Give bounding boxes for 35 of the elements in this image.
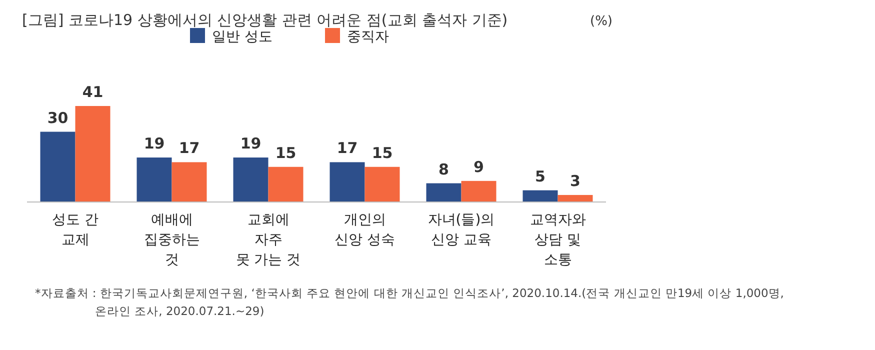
data-label: 41 (82, 83, 104, 101)
x-tick-label: 교역자와 상담 및 소통 (530, 212, 586, 268)
data-label: 30 (47, 108, 68, 127)
legend-label: 일반 성도 (212, 29, 272, 45)
data-label: 15 (275, 144, 296, 162)
x-tick-label: 예배에 집중하는 것 (144, 212, 200, 268)
bar (268, 166, 304, 202)
bar (558, 194, 593, 202)
x-tick-label: 교회에 자주 못 가는 것 (236, 212, 301, 268)
data-label: 9 (474, 158, 484, 176)
data-label: 15 (372, 144, 393, 162)
data-label: 19 (144, 134, 165, 153)
bar (461, 180, 496, 202)
data-label: 5 (535, 167, 546, 186)
bar (330, 162, 365, 202)
text: *자료출처 : 한국기독교사회문제연구원, ‘한국사회 주요 현안에 대한 개신교인 인식조사’, 2020.10.14.(전국 개신교인 만19세 이상 1,000명, 온라인 조사, 2020.07.21.~29) (35, 286, 784, 318)
x-tick-label: 자녀(들)의 신앙 교육 (428, 212, 495, 248)
data-label: 8 (438, 160, 449, 178)
data-label: 3 (570, 172, 580, 190)
bar (522, 190, 558, 202)
bar (136, 158, 172, 202)
x-tick-label: 개인의 신앙 성숙 (334, 212, 395, 248)
data-label: 19 (240, 134, 262, 153)
bar (364, 166, 400, 202)
bar (233, 158, 268, 202)
bar (426, 183, 462, 202)
bar (172, 162, 207, 202)
data-label: 17 (178, 139, 200, 158)
x-tick-label: 성도 간 교제 (52, 212, 98, 248)
data-label: 17 (336, 139, 358, 158)
bar (75, 106, 110, 202)
chart-title: [그림] 코로나19 상황에서의 신앙생활 관련 어려운 점(교회 출석자 기준) (22, 11, 508, 29)
legend-label: 중직자 (347, 29, 389, 45)
chart-subtitle: (%) (590, 14, 612, 29)
bar (40, 132, 76, 202)
